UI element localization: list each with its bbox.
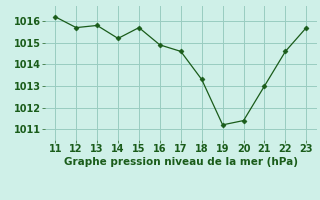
X-axis label: Graphe pression niveau de la mer (hPa): Graphe pression niveau de la mer (hPa) (64, 157, 298, 167)
